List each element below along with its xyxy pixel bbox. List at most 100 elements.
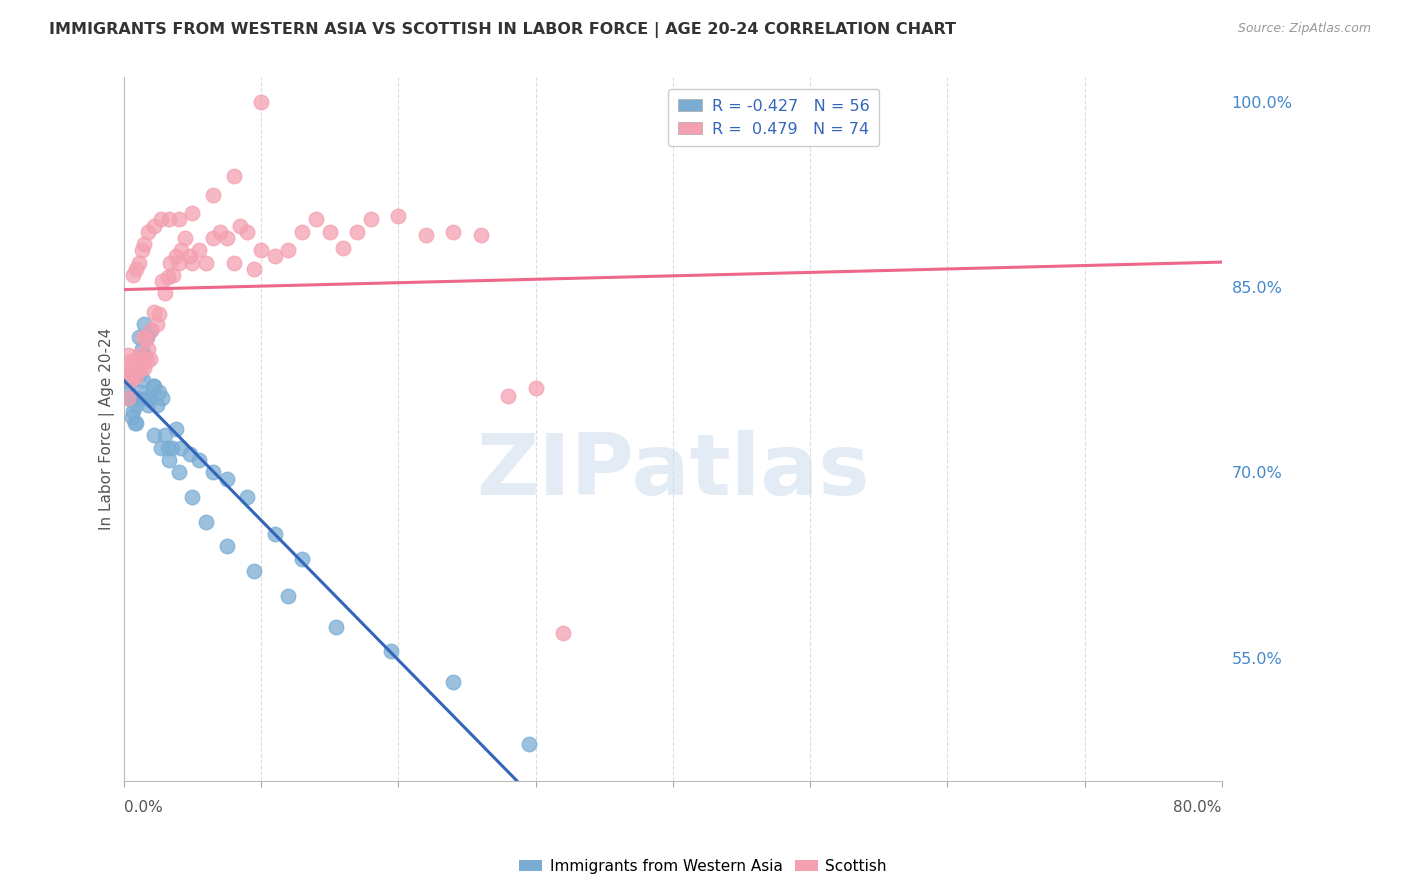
Point [142,379,165,393]
Point [139,351,162,366]
Text: Source: ZipAtlas.com: Source: ZipAtlas.com [1237,22,1371,36]
Point [441,225,464,239]
Point [229,219,252,233]
Point [236,225,259,239]
Point [159,255,181,269]
Point [139,392,162,406]
Point [124,416,146,430]
Point [134,237,156,252]
Point [165,249,187,263]
Point [179,249,201,263]
Point [120,354,142,368]
Point [136,329,159,343]
Point [380,644,402,658]
Point [145,318,167,332]
Point [122,367,145,381]
Point [132,373,155,387]
Point [153,286,176,301]
Point [496,389,519,403]
Point [134,360,156,375]
Point [117,379,139,393]
Point [149,441,172,455]
Point [179,447,201,461]
Point [201,187,224,202]
Point [142,428,165,442]
Point [167,255,190,269]
Point [277,589,299,603]
Point [117,348,139,362]
Text: IMMIGRANTS FROM WESTERN ASIA VS SCOTTISH IN LABOR FORCE | AGE 20-24 CORRELATION : IMMIGRANTS FROM WESTERN ASIA VS SCOTTISH… [49,22,956,38]
Point [150,392,173,406]
Point [167,466,190,480]
Point [141,323,163,337]
Point [120,392,142,406]
Point [195,515,218,529]
Point [170,244,193,258]
Point [117,392,139,406]
Point [167,212,190,227]
Point [142,219,165,233]
Point [291,551,314,566]
Point [120,373,142,387]
Point [128,348,150,362]
Point [157,212,180,227]
Point [131,354,153,368]
Point [131,244,153,258]
Point [332,241,354,255]
Point [517,737,540,751]
Point [128,255,150,269]
Point [156,270,179,285]
Point [128,329,150,343]
Point [148,385,170,400]
Point [157,453,180,467]
Point [170,441,193,455]
Y-axis label: In Labor Force | Age 20-24: In Labor Force | Age 20-24 [100,328,115,531]
Point [118,367,141,381]
Point [208,225,231,239]
Point [138,398,160,412]
Point [138,225,160,239]
Point [125,261,148,276]
Point [122,392,145,406]
Point [181,206,204,220]
Text: ZIPatlas: ZIPatlas [475,430,870,513]
Point [141,379,163,393]
Point [124,354,146,368]
Point [346,225,368,239]
Point [156,441,179,455]
Point [318,225,340,239]
Point [160,441,183,455]
Point [134,348,156,362]
Point [215,231,238,245]
Point [165,422,187,436]
Point [135,392,157,406]
Point [138,392,160,406]
Legend: R = -0.427   N = 56, R =  0.479   N = 74: R = -0.427 N = 56, R = 0.479 N = 74 [668,89,879,146]
Point [142,305,165,319]
Point [441,675,464,690]
Point [131,342,153,356]
Point [222,169,245,184]
Point [188,244,211,258]
Text: 80.0%: 80.0% [1174,799,1222,814]
Point [215,472,238,486]
Point [115,373,138,387]
Point [125,369,148,384]
Point [125,398,148,412]
Point [135,332,157,346]
Point [201,466,224,480]
Point [122,403,145,417]
Text: 0.0%: 0.0% [124,799,163,814]
Point [120,367,142,381]
Point [277,244,299,258]
Point [263,527,285,541]
Point [115,367,138,381]
Point [195,255,218,269]
Point [118,392,141,406]
Point [250,244,273,258]
Point [243,564,266,578]
Point [150,274,173,288]
Point [222,255,245,269]
Point [125,416,148,430]
Point [122,268,145,282]
